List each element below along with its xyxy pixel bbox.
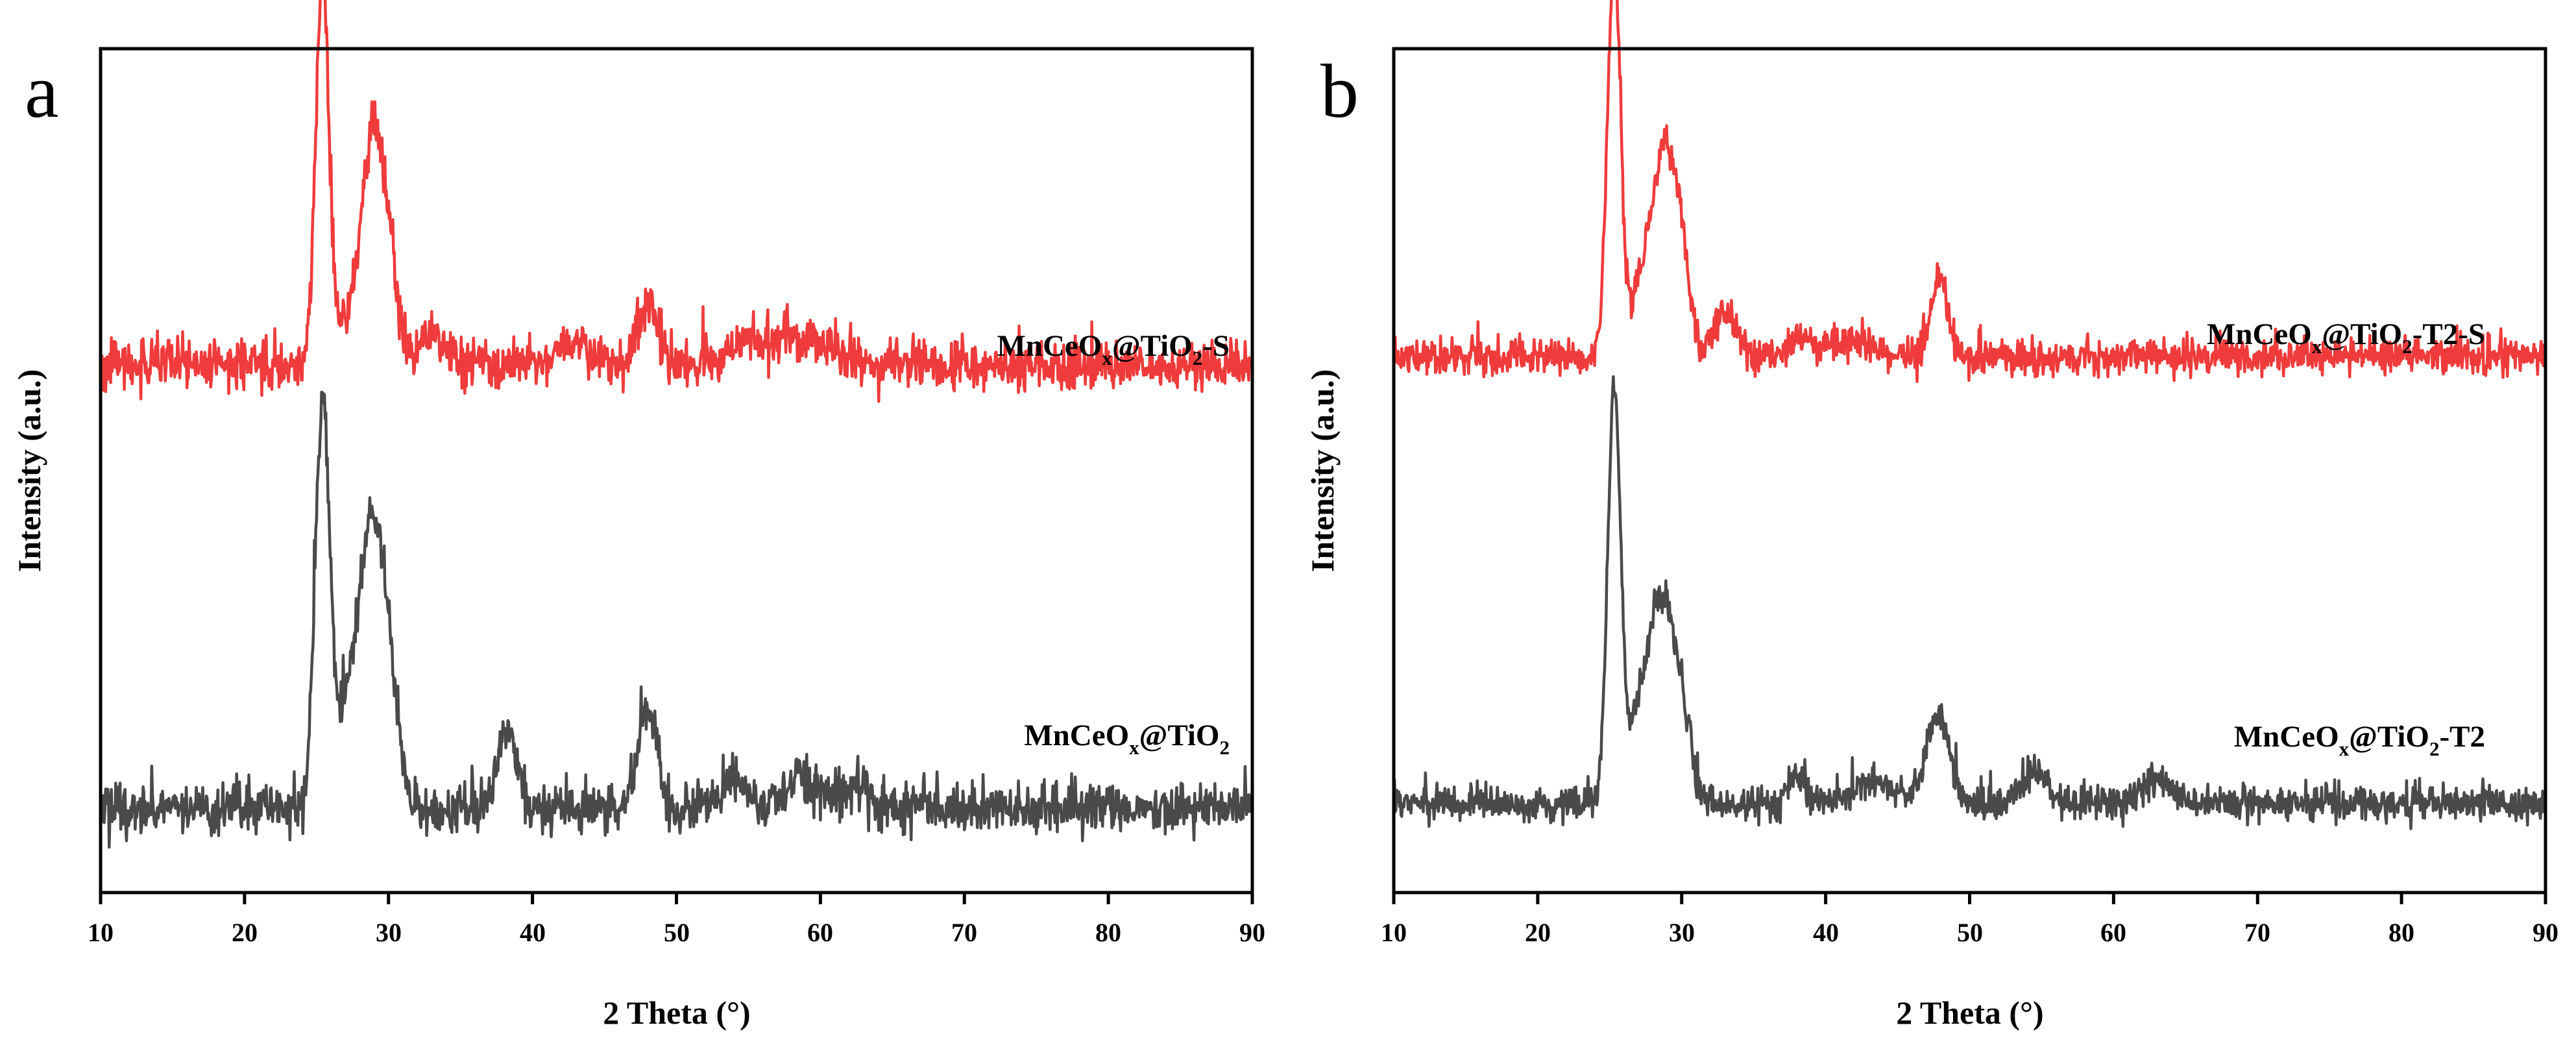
series-line-mnceox-tio2-t2: [1392, 375, 2547, 830]
panel-a-letter: a: [25, 49, 58, 134]
panel-a-x-axis-title: 2 Theta (°): [603, 994, 750, 1031]
panel-b-letter: b: [1320, 49, 1359, 134]
panel-b-plot-frame: [1392, 47, 2547, 895]
panel-b-tick-label: 50: [1957, 918, 1983, 947]
panel-b: b 10 20 30 40 50 60 70 80 90 2 Theta (°)…: [1304, 0, 2558, 1031]
panel-a-x-tick-labels: 10 20 30 40 50 60 70 80 90: [88, 918, 1265, 947]
panel-b-tick-label: 20: [1525, 918, 1551, 947]
panel-b-tick-label: 30: [1669, 918, 1695, 947]
panel-a-y-axis-title: Intensity (a.u.): [11, 369, 47, 573]
panel-a: a 10 20 30 40 50 60 70 80 90 2 Theta (°)…: [11, 0, 1265, 1031]
series-label-mnceox-tio2-t2-s: MnCeOx@TiO2-T2-S: [2207, 317, 2485, 358]
panel-b-series-layer: [1392, 0, 2547, 830]
panel-b-tick-label: 70: [2244, 918, 2270, 947]
series-label-mnceox-tio2-t2: MnCeOx@TiO2-T2: [2234, 720, 2485, 760]
panel-b-tick-label: 80: [2388, 918, 2414, 947]
panel-b-tick-label: 60: [2100, 918, 2126, 947]
panel-a-tick-label: 10: [88, 918, 114, 947]
series-line-mnceox-tio2-s: [99, 0, 1254, 403]
panel-a-tick-label: 40: [520, 918, 546, 947]
panel-a-tick-label: 80: [1095, 918, 1121, 947]
panel-b-y-axis-title: Intensity (a.u.): [1304, 369, 1341, 573]
panel-a-tick-label: 20: [232, 918, 258, 947]
panel-b-x-tick-labels: 10 20 30 40 50 60 70 80 90: [1381, 918, 2558, 947]
panel-b-x-ticks: [1392, 893, 2547, 904]
panel-b-tick-label: 90: [2533, 918, 2558, 947]
panel-a-tick-label: 70: [951, 918, 977, 947]
panel-a-plot-frame: [99, 47, 1254, 895]
panel-a-tick-label: 50: [664, 918, 690, 947]
series-label-mnceox-tio2-s: MnCeOx@TiO2-S: [997, 329, 1230, 369]
series-line-mnceox-tio2-t2-s: [1392, 0, 2547, 383]
panel-b-tick-label: 40: [1813, 918, 1839, 947]
panel-b-tick-label: 10: [1381, 918, 1407, 947]
panel-a-tick-label: 60: [807, 918, 833, 947]
panel-a-x-ticks: [99, 893, 1254, 904]
panel-a-tick-label: 30: [376, 918, 402, 947]
panel-a-tick-label: 90: [1239, 918, 1265, 947]
series-line-mnceox-tio2: [99, 390, 1254, 849]
panel-b-x-axis-title: 2 Theta (°): [1896, 994, 2043, 1031]
panel-a-series-layer: [99, 0, 1254, 849]
series-label-mnceox-tio2: MnCeOx@TiO2: [1024, 719, 1230, 759]
